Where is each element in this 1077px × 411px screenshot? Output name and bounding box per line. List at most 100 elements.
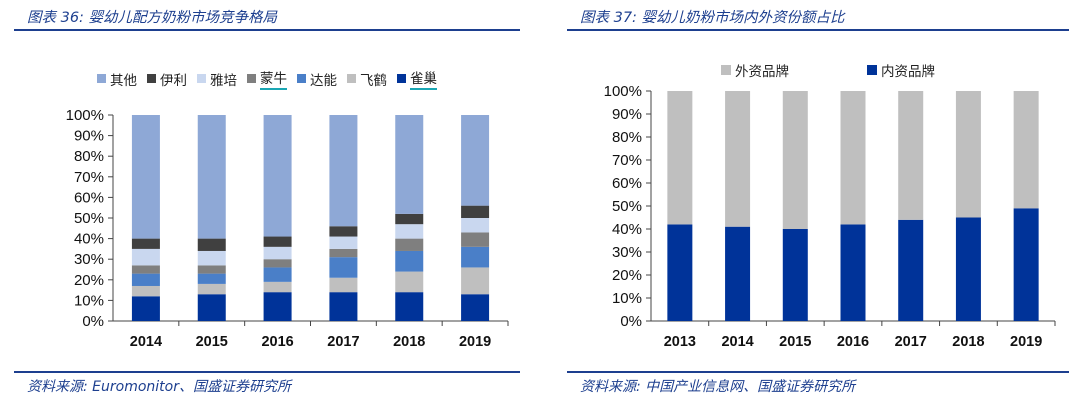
right-y-tick-label: 40% [612,221,642,238]
left-y-tick-label: 30% [74,251,104,268]
right-x-category-label: 2019 [1010,334,1042,350]
right-bar-2014-内资品牌 [725,226,751,321]
left-x-category-label: 2015 [196,334,228,350]
left-legend-label: 飞鹤 [360,72,387,89]
right-legend-item: 外资品牌 [721,60,789,80]
left-legend-item: 飞鹤 [347,69,387,89]
left-y-tick-label: 0% [82,313,104,330]
left-legend-swatch [97,74,106,83]
left-bar-2017-飞鹤 [329,277,358,293]
left-legend-swatch [147,74,156,83]
right-y-tick-label: 60% [612,175,642,192]
right-bar-2018-外资品牌 [955,91,981,218]
left-bar-2015-雅培 [197,250,226,266]
left-bar-2016-达能 [263,267,292,282]
right-legend-item: 内资品牌 [867,60,935,80]
right-legend-swatch [721,65,731,75]
left-bar-2015-其他 [197,115,226,239]
right-bar-2016-外资品牌 [840,91,866,225]
left-y-tick-label: 20% [74,272,104,289]
left-legend-label: 雅培 [210,72,237,89]
left-bar-2015-蒙牛 [197,265,226,274]
right-y-tick-label: 70% [612,152,642,169]
right-bar-2014-外资品牌 [725,91,751,227]
left-bar-2017-达能 [329,257,358,278]
left-bar-2019-雀巢 [461,294,490,321]
left-bar-2019-蒙牛 [461,232,490,247]
left-bar-2018-雀巢 [395,292,424,321]
left-bar-2015-飞鹤 [197,283,226,295]
left-y-tick-label: 70% [74,169,104,186]
left-legend-item: 伊利 [147,69,187,89]
right-legend-label: 外资品牌 [735,64,789,80]
left-bar-2016-蒙牛 [263,259,292,268]
left-bar-2015-雀巢 [197,294,226,321]
right-bar-2017-外资品牌 [898,91,924,220]
left-y-tick-label: 40% [74,231,104,248]
left-bar-2019-伊利 [461,205,490,218]
left-bar-2014-达能 [131,273,160,286]
right-x-category-label: 2015 [779,334,811,350]
left-x-category-label: 2014 [130,334,162,350]
right-x-category-label: 2014 [721,334,753,350]
right-chart-panel: 图表 37: 婴幼儿奶粉市场内外资份额占比 0% 10% 20% 30% 40% 50% 6… [553,0,1077,411]
left-chart-legend: 其他 伊利 雅培 蒙牛 达能 飞鹤 雀巢 [97,67,447,90]
left-legend-item: 雀巢 [397,67,437,90]
left-legend-swatch [247,74,256,83]
left-y-tick-label: 50% [74,210,104,227]
left-legend-item: 蒙牛 [247,67,287,90]
left-legend-item: 雅培 [197,69,237,89]
left-bar-2018-其他 [395,115,424,214]
left-bar-2017-蒙牛 [329,248,358,258]
left-bar-2018-达能 [395,250,424,272]
left-bar-2017-其他 [329,115,358,227]
right-chart-legend: 外资品牌 内资品牌 [721,60,1013,80]
left-legend-item: 达能 [297,69,337,89]
left-legend-label: 其他 [110,72,137,89]
right-bar-2013-外资品牌 [667,91,693,225]
left-y-tick-label: 80% [74,148,104,165]
left-legend-label: 伊利 [160,72,187,89]
left-bar-2018-伊利 [395,213,424,225]
left-bar-2019-飞鹤 [461,267,490,295]
left-bar-2016-其他 [263,115,292,237]
right-y-tick-label: 0% [620,313,642,330]
right-legend-swatch [867,65,877,75]
left-y-tick-label: 100% [66,107,104,124]
left-legend-swatch [197,74,206,83]
right-y-tick-label: 50% [612,198,642,215]
left-source-rule [14,371,520,373]
right-y-tick-label: 30% [612,244,642,261]
left-x-category-label: 2019 [459,334,491,350]
left-legend-label: 蒙牛 [260,67,287,90]
right-x-category-label: 2017 [895,334,927,350]
left-bar-2015-达能 [197,273,226,284]
right-bar-2015-内资品牌 [782,229,808,321]
right-source-note: 资料来源: 中国产业信息网、国盛证券研究所 [580,379,856,395]
left-bar-2019-其他 [461,115,490,206]
left-title-rule [14,29,520,31]
left-legend-swatch [397,74,406,83]
right-stacked-bar-chart: 0% 10% 20% 30% 40% 50% 60% 70% 80% 90% 100% 2013 201… [604,83,1056,350]
right-bar-2019-内资品牌 [1013,208,1039,321]
left-legend-label: 雀巢 [410,67,437,90]
right-title-rule [567,29,1069,31]
left-bar-2014-雀巢 [131,296,160,321]
left-chart-panel: 图表 36: 婴幼儿配方奶粉市场竞争格局 0% 10% 20% 30% 40% 50% 60… [0,0,528,411]
right-chart-title: 图表 37: 婴幼儿奶粉市场内外资份额占比 [580,10,845,26]
left-bar-2014-伊利 [131,238,160,249]
left-bar-2019-雅培 [461,218,490,233]
right-y-tick-label: 20% [612,267,642,284]
left-bar-2018-飞鹤 [395,271,424,293]
left-bar-2016-伊利 [263,236,292,247]
left-chart-title: 图表 36: 婴幼儿配方奶粉市场竞争格局 [27,10,278,26]
right-y-tick-label: 100% [604,83,642,100]
right-source-rule [567,371,1069,373]
left-x-category-label: 2016 [261,334,293,350]
left-bar-2018-蒙牛 [395,238,424,251]
left-legend-swatch [347,74,356,83]
left-bar-2018-雅培 [395,224,424,239]
left-bar-2014-飞鹤 [131,285,160,297]
right-bar-2018-内资品牌 [955,217,981,321]
right-legend-label: 内资品牌 [881,64,935,80]
